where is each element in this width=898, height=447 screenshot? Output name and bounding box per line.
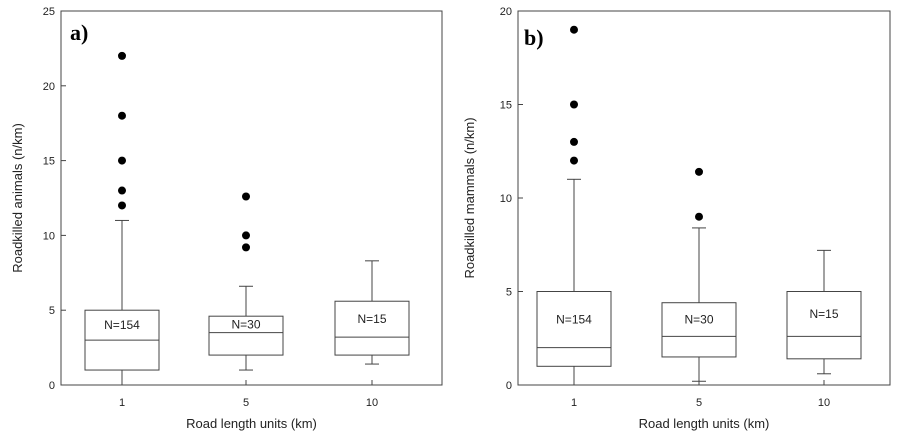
box-iqr	[786, 291, 862, 360]
y-tick-label: 0	[49, 380, 55, 392]
outlier-point	[570, 25, 578, 34]
x-tick-label: 5	[696, 397, 702, 409]
box-iqr	[208, 315, 284, 356]
outlier-point	[242, 192, 250, 201]
x-tick-label: 1	[571, 397, 577, 409]
x-tick-label: 10	[366, 397, 378, 409]
plot-frame	[60, 10, 443, 386]
outlier-point	[695, 167, 703, 176]
box-plot-5: N=30	[661, 167, 737, 382]
outlier-point	[570, 100, 578, 109]
box-plot-10: N=15	[786, 249, 862, 375]
n-label: N=30	[684, 313, 713, 327]
box-plot-10: N=15	[334, 260, 410, 365]
y-tick-label: 20	[500, 6, 512, 18]
n-label: N=15	[809, 307, 838, 321]
box-plot-1: N=154	[536, 25, 612, 386]
x-tick-label: 10	[818, 397, 830, 409]
y-tick-label: 5	[506, 287, 512, 299]
outlier-point	[570, 156, 578, 165]
y-tick-label: 20	[43, 81, 55, 93]
outlier-point	[570, 137, 578, 146]
x-tick-label: 1	[119, 397, 125, 409]
n-label: N=154	[556, 313, 592, 327]
x-axis-title: Road length units (km)	[186, 416, 317, 431]
outlier-point	[118, 51, 126, 60]
outlier-point	[118, 156, 126, 165]
y-axis-title: Roadkilled mammals (n/km)	[462, 117, 477, 278]
outlier-point	[118, 186, 126, 195]
outlier-point	[695, 212, 703, 221]
outlier-point	[118, 111, 126, 120]
outlier-point	[242, 243, 250, 252]
outlier-point	[242, 231, 250, 240]
n-label: N=30	[231, 317, 260, 331]
y-tick-label: 15	[43, 156, 55, 168]
y-tick-label: 25	[43, 6, 55, 18]
y-tick-label: 5	[49, 305, 55, 317]
y-tick-label: 10	[500, 193, 512, 205]
box-iqr	[334, 300, 410, 356]
x-tick-label: 5	[243, 397, 249, 409]
y-axis-title: Roadkilled animals (n/km)	[10, 123, 25, 273]
panel-letter: a)	[70, 20, 88, 45]
y-tick-label: 0	[506, 380, 512, 392]
x-axis-title: Road length units (km)	[639, 416, 770, 431]
y-tick-label: 15	[500, 100, 512, 112]
box-plot-1: N=154	[84, 51, 160, 386]
n-label: N=15	[357, 312, 386, 326]
box-plot-5: N=30	[208, 192, 284, 371]
y-tick-label: 10	[43, 230, 55, 242]
outlier-point	[118, 201, 126, 210]
n-label: N=154	[104, 318, 140, 332]
box-iqr	[661, 302, 737, 358]
panel-letter: b)	[524, 25, 544, 50]
box-iqr	[536, 291, 612, 367]
